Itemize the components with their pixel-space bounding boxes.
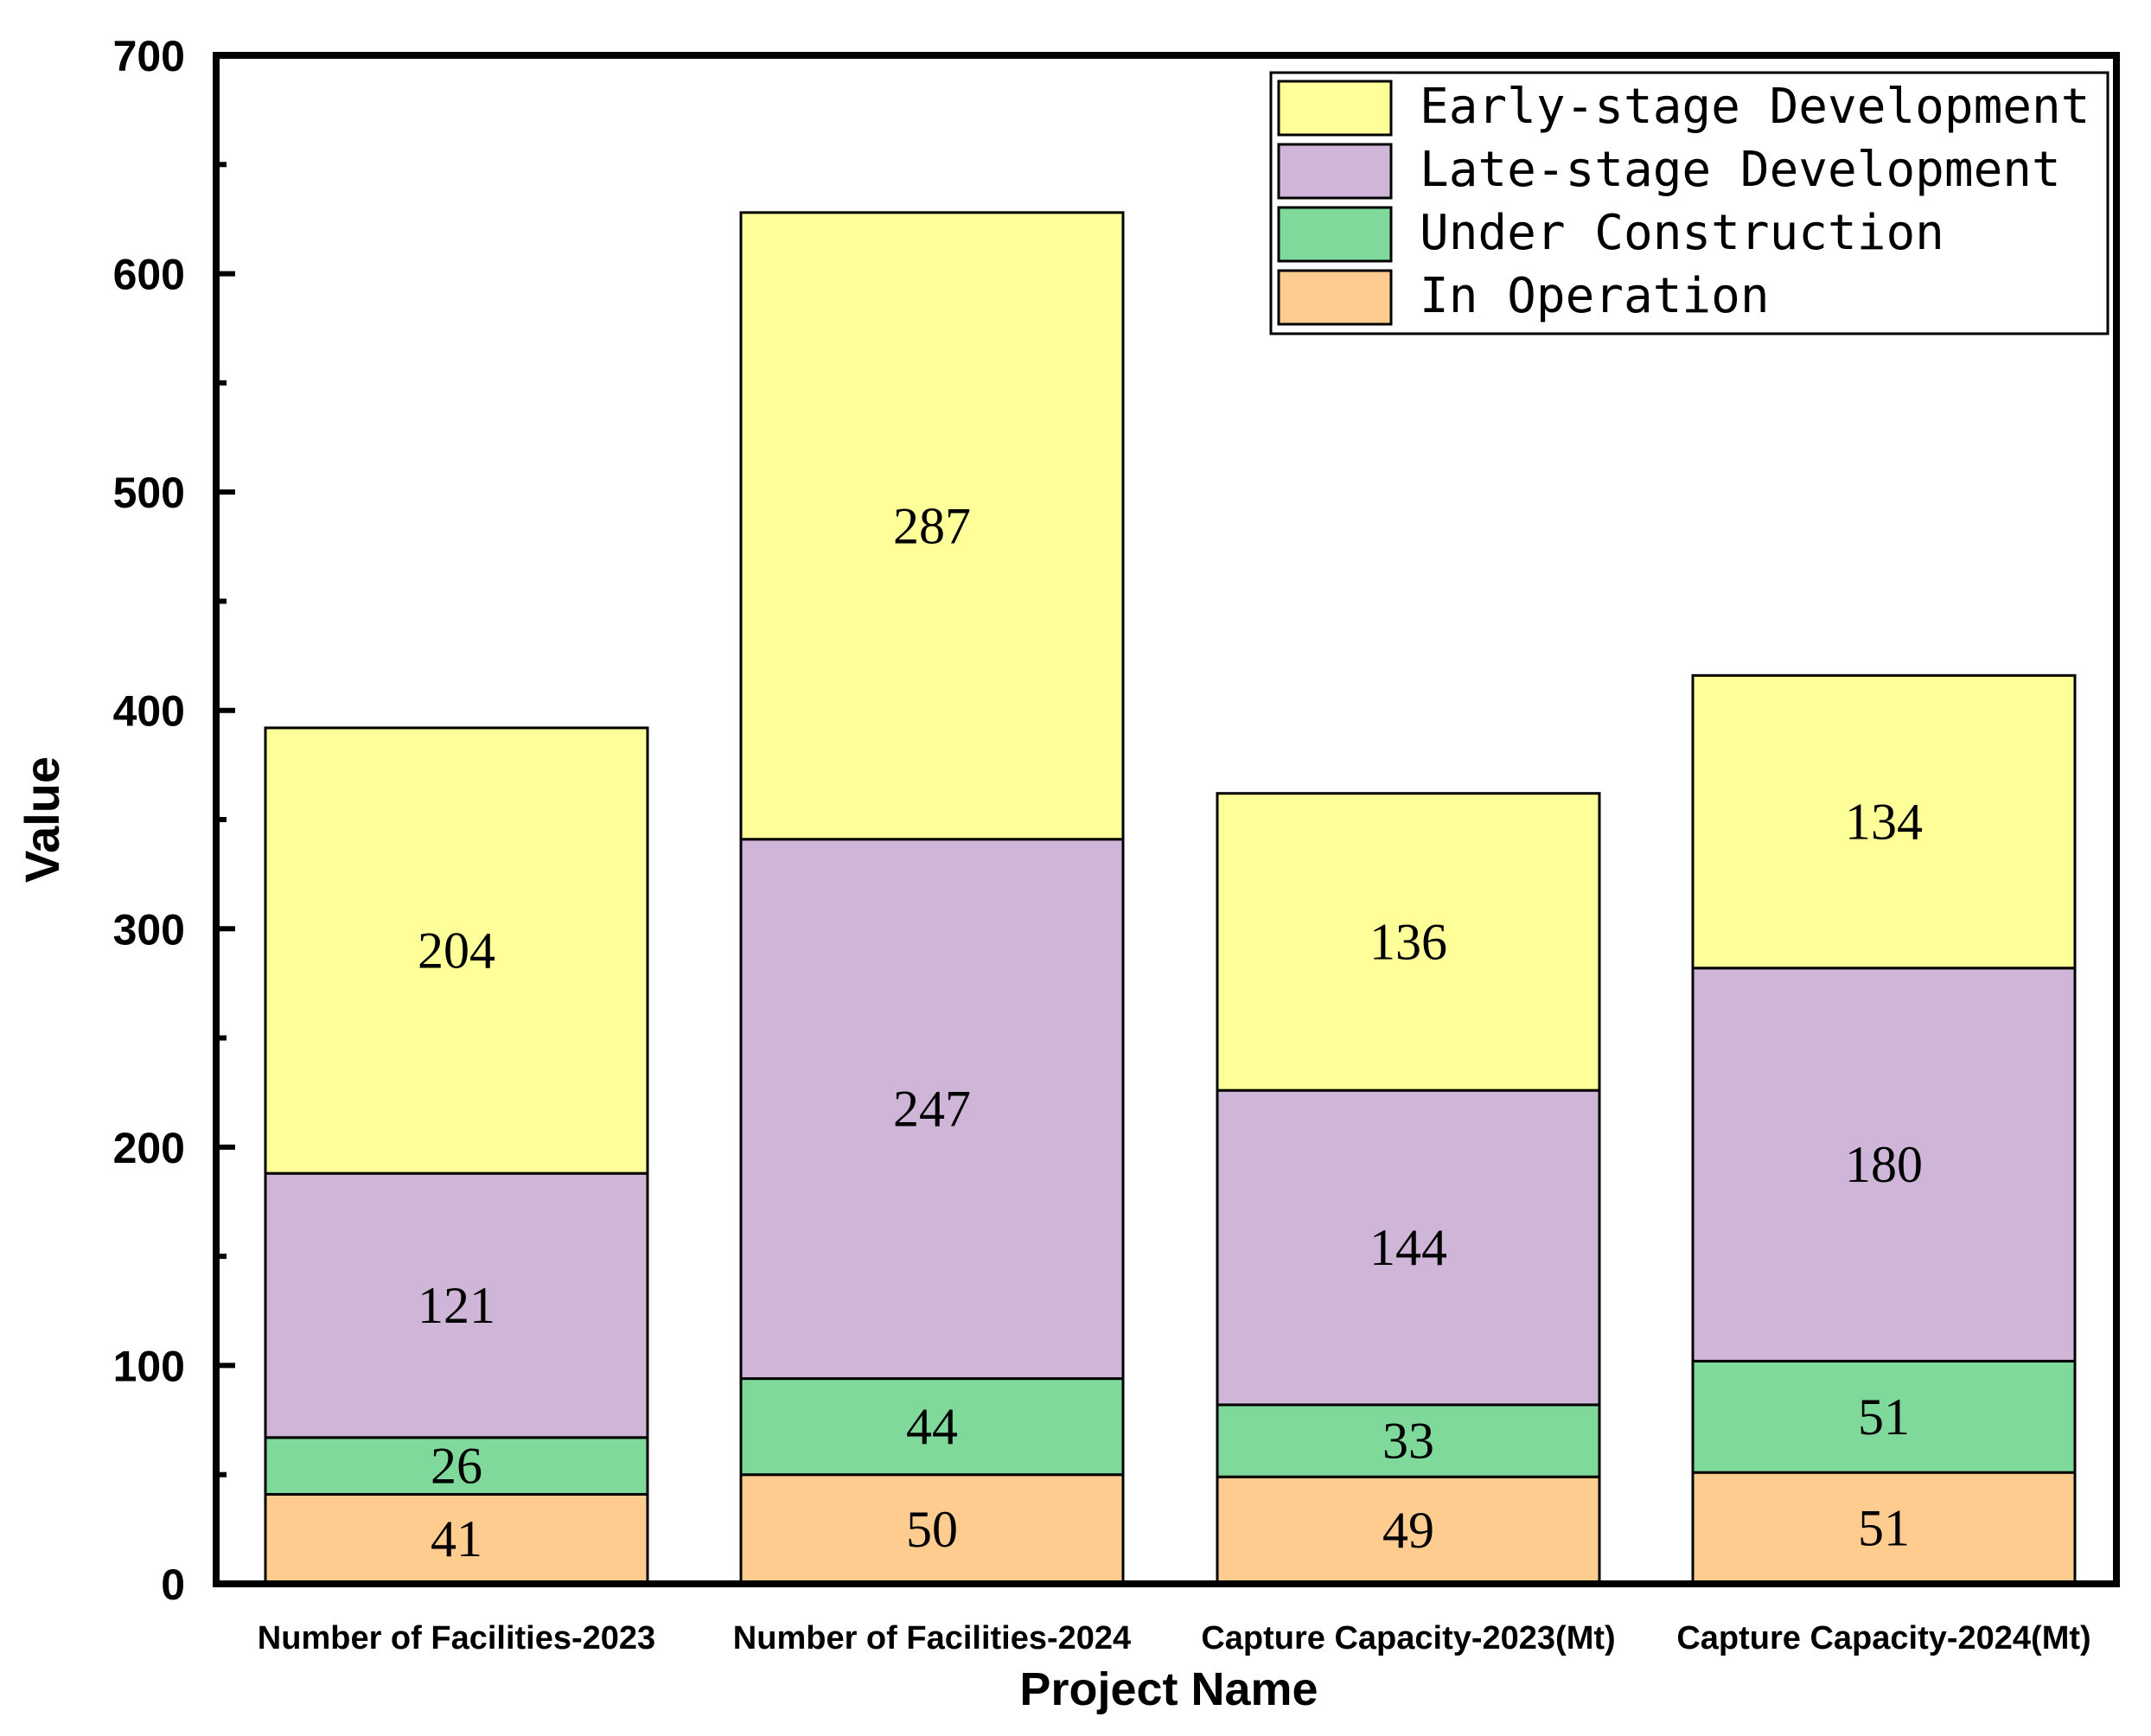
y-tick-label-0: 0 — [161, 1560, 185, 1609]
legend: Early-stage Development Late-stage Develo… — [1269, 71, 2110, 335]
data-labels-layer: 41 26 121 204 50 44 247 287 49 33 144 136 51 51 180 134 — [418, 497, 1923, 1567]
y-axis-title: Value — [15, 756, 69, 883]
bar-in-operation-4 — [1691, 1471, 2077, 1586]
data-label-in-operation-2: 50 — [906, 1501, 958, 1558]
data-label-late-stage-development-4: 180 — [1845, 1136, 1923, 1193]
bar-early-stage-development-3 — [1216, 792, 1601, 1092]
data-label-early-stage-development-2: 287 — [893, 497, 971, 554]
data-label-early-stage-development-4: 134 — [1845, 794, 1923, 851]
data-label-under-construction-1: 26 — [431, 1438, 482, 1495]
data-label-late-stage-development-2: 247 — [893, 1081, 971, 1138]
x-tick-label-1: Number of Facilities-2023 — [258, 1620, 655, 1656]
data-label-in-operation-4: 51 — [1858, 1500, 1910, 1557]
data-label-late-stage-development-3: 144 — [1369, 1219, 1447, 1276]
legend-frame — [1269, 71, 2110, 335]
data-label-in-operation-1: 41 — [431, 1510, 482, 1567]
x-axis-title: Project Name — [1019, 1663, 1318, 1715]
y-tick-label-300: 300 — [113, 905, 185, 954]
legend-swatch-under-construction — [1277, 206, 1393, 263]
bar-in-operation-1 — [264, 1492, 649, 1586]
x-tick-label-2: Number of Facilities-2024 — [733, 1620, 1131, 1656]
y-tick-label-400: 400 — [113, 687, 185, 736]
y-tick-label-200: 200 — [113, 1124, 185, 1172]
bar-early-stage-development-4 — [1691, 673, 2077, 970]
y-tick-label-100: 100 — [113, 1342, 185, 1390]
y-tick-label-500: 500 — [113, 469, 185, 517]
data-label-early-stage-development-3: 136 — [1369, 913, 1447, 970]
bars-layer — [264, 211, 2077, 1586]
bar-late-stage-development-1 — [264, 1171, 649, 1439]
data-label-under-construction-2: 44 — [906, 1398, 958, 1455]
bar-early-stage-development-1 — [264, 726, 649, 1175]
x-tick-label-4: Capture Capacity-2024(Mt) — [1676, 1620, 2090, 1656]
x-tick-label-3: Capture Capacity-2023(Mt) — [1201, 1620, 1615, 1656]
axes-layer: Number of Facilities-2023 Number of Facil… — [113, 32, 2120, 1656]
bar-in-operation-3 — [1216, 1475, 1601, 1586]
legend-swatch-late-stage-development — [1277, 143, 1393, 200]
bar-late-stage-development-2 — [739, 838, 1125, 1381]
data-label-early-stage-development-1: 204 — [418, 922, 495, 980]
legend-label-early-stage-development: Early-stage Development — [1420, 79, 2090, 135]
legend-label-late-stage-development: Late-stage Development — [1420, 142, 2061, 198]
y-tick-label-600: 600 — [113, 251, 185, 299]
data-label-in-operation-3: 49 — [1382, 1502, 1434, 1559]
y-tick-label-700: 700 — [113, 32, 185, 80]
data-label-late-stage-development-1: 121 — [418, 1277, 495, 1334]
legend-label-in-operation: In Operation — [1420, 268, 1770, 324]
bar-late-stage-development-3 — [1216, 1088, 1601, 1407]
bar-under-construction-4 — [1691, 1359, 2077, 1474]
data-label-under-construction-3: 33 — [1382, 1413, 1434, 1470]
bar-late-stage-development-4 — [1691, 967, 2077, 1363]
legend-label-under-construction: Under Construction — [1420, 205, 1944, 261]
legend-swatch-in-operation — [1277, 269, 1393, 326]
bar-under-construction-2 — [739, 1377, 1125, 1477]
legend-swatch-early-stage-development — [1277, 80, 1393, 137]
data-label-under-construction-4: 51 — [1858, 1388, 1910, 1446]
bar-early-stage-development-2 — [739, 211, 1125, 841]
